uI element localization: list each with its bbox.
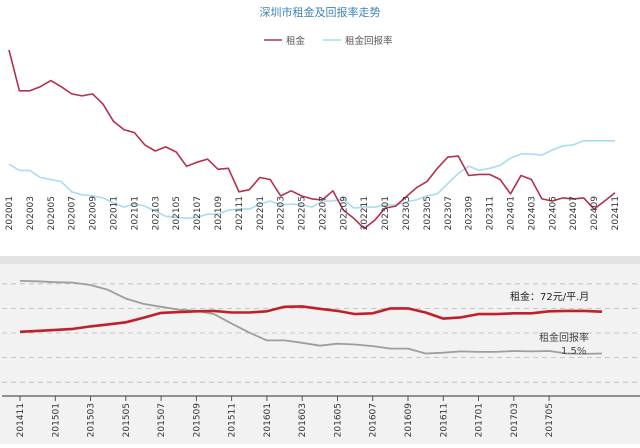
bottom-x-tick-label: 201701 [475,403,485,437]
top-series-line-1 [8,140,615,220]
bottom-x-axis: 201411 201501 201503 201505 201507 201509 2015… [16,396,555,437]
bottom-x-tick-label: 201503 [87,403,97,437]
top-x-tick-label: 202011 [110,196,120,230]
bottom-x-tick-label: 201511 [228,403,238,437]
bottom-x-tick-label: 201411 [16,403,26,437]
bottom-x-tick-label: 201507 [157,403,167,437]
top-x-tick-label: 202207 [318,196,328,230]
top-x-tick-label: 202211 [360,196,370,230]
top-x-tick-label: 202001 [5,196,15,230]
top-x-tick-label: 202101 [130,196,140,230]
top-x-tick-label: 202007 [68,196,78,230]
annotation-rent-value: 租金：72元/平.月 [510,290,589,303]
bottom-x-tick-label: 201607 [369,403,379,437]
annotation-yield-label: 租金回报率 [539,331,589,344]
top-x-tick-label: 202305 [423,196,433,230]
top-x-tick-label: 202109 [214,196,224,231]
annotation-yield-value: 1.5% [561,346,586,357]
top-series-line-0 [8,49,616,230]
bottom-x-tick-label: 201611 [439,403,449,437]
top-x-tick-label: 202107 [193,196,203,230]
top-x-tick-label: 202205 [298,196,308,230]
top-x-axis: 202001 202003 202005 202007 202009 202011 2021… [5,196,621,231]
top-x-tick-label: 202209 [339,196,349,231]
bottom-panel-background [0,264,640,444]
top-chart: 深圳市租金及回报率走势 租金 租金回报率 202001 202003 202005 2… [5,5,621,230]
top-x-tick-label: 202409 [590,196,600,231]
top-x-tick-label: 202301 [381,196,391,230]
top-x-tick-label: 202405 [548,196,558,230]
bottom-series-line-0 [19,305,603,334]
top-series-group [8,49,616,230]
top-x-tick-label: 202407 [569,196,579,230]
top-x-tick-label: 202005 [47,196,57,230]
top-x-tick-label: 202103 [151,196,161,230]
legend-label-yield: 租金回报率 [345,35,393,47]
top-x-tick-label: 202403 [527,196,537,230]
bottom-x-tick-label: 201501 [51,403,61,437]
bottom-x-tick-label: 201703 [510,403,520,437]
bottom-x-tick-label: 201705 [545,403,555,437]
bottom-x-tick-label: 201509 [192,403,202,438]
top-x-tick-label: 202303 [402,196,412,230]
legend: 租金 租金回报率 [264,35,393,47]
top-x-tick-label: 202201 [256,196,266,230]
top-x-tick-label: 202401 [507,196,517,230]
top-x-tick-label: 202307 [444,196,454,230]
top-x-tick-label: 202003 [26,196,36,230]
bottom-x-tick-label: 201605 [334,403,344,437]
bottom-chart: 201411 201501 201503 201505 201507 201509 2015… [0,264,640,444]
top-x-tick-label: 202105 [172,196,182,230]
bottom-x-tick-label: 201601 [263,403,273,437]
bottom-x-tick-label: 201609 [404,403,414,438]
panel-divider [0,256,640,264]
bottom-series-line-1 [19,280,603,355]
chart-title: 深圳市租金及回报率走势 [260,5,381,19]
top-x-tick-label: 202311 [486,196,496,230]
top-x-tick-label: 202309 [465,196,475,231]
legend-label-rent: 租金 [286,35,306,47]
bottom-x-tick-label: 201603 [298,403,308,437]
bottom-x-tick-label: 201505 [122,403,132,437]
bottom-series-group [19,280,603,355]
top-x-tick-label: 202111 [235,196,245,230]
top-x-tick-label: 202009 [89,196,99,231]
top-x-tick-label: 202411 [611,196,621,230]
top-x-tick-label: 202203 [277,196,287,230]
